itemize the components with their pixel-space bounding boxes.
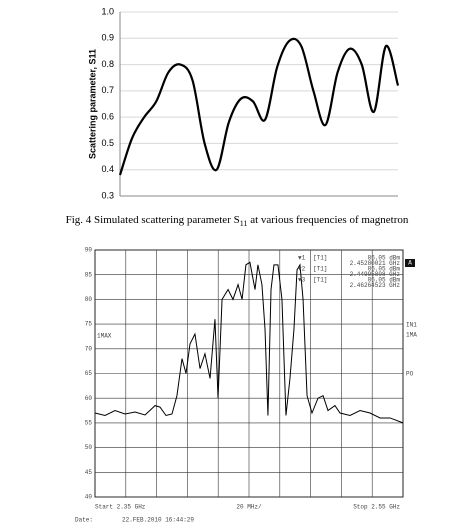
span-label: 20 MHz/ [236, 504, 262, 511]
date-label: Date: [75, 517, 93, 524]
y-tick-label: 80 [85, 296, 93, 303]
caption-sub: 11 [240, 219, 248, 228]
side-label: IN1 [406, 322, 417, 329]
side-label: A [408, 260, 412, 267]
stop-label: Stop 2.55 GHz [353, 504, 400, 511]
data-line [118, 37, 400, 176]
y-tick-label: 60 [85, 395, 93, 402]
marker-level: 86.05 dBm [368, 255, 401, 262]
y-tick-label: 0.6 [101, 112, 114, 122]
marker-trace: [T1] [313, 266, 327, 273]
marker-id: ▼3 [298, 277, 306, 284]
y-tick-label: 0.5 [101, 138, 114, 148]
marker-id: ▼1 [298, 255, 306, 262]
y-tick-label: 0.3 [101, 190, 114, 200]
side-label: 1MAX [97, 333, 112, 340]
y-tick-label: 0.4 [101, 164, 114, 174]
chart-bottom: A IN1 1MA PO 1MAX Start 2.35 GHz 20 MHz/… [75, 247, 417, 524]
y-tick-label: 90 [85, 247, 93, 254]
marker-freq: 2.44995808 GHz [350, 271, 401, 278]
marker-id: ▼2 [298, 266, 306, 273]
y-tick-label: 75 [85, 321, 93, 328]
marker-freq: 2.45280021 GHz [350, 260, 401, 267]
chart-top: Scattering parameter, S11 0.3 0.4 0.5 0.6 0.… [87, 6, 400, 200]
marker-level: 86.05 dBm [368, 277, 401, 284]
caption: Fig. 4 Simulated scattering parameter S1… [66, 214, 409, 228]
caption-prefix: Fig. 4 Simulated scattering parameter S [66, 214, 240, 226]
y-tick-label: 0.8 [101, 59, 114, 69]
y-tick-label: 70 [85, 345, 93, 352]
start-label: Start 2.35 GHz [95, 504, 146, 511]
y-tick-label: 55 [85, 419, 93, 426]
y-axis-title: Scattering parameter, S11 [87, 49, 97, 159]
y-tick-label: 85 [85, 271, 93, 278]
side-label: PO [406, 371, 414, 378]
marker-trace: [T1] [313, 255, 327, 262]
y-tick-label: 40 [85, 494, 93, 501]
marker-freq: 2.46264523 GHz [350, 282, 401, 289]
caption-suffix: at various frequencies of magnetron [247, 214, 408, 226]
y-tick-label: 0.9 [101, 33, 114, 43]
trace [94, 261, 404, 424]
date: 22.FEB.2010 16:44:29 [122, 517, 194, 524]
a-box [405, 259, 415, 267]
side-label: 1MA [406, 332, 417, 339]
marker-level: 86.05 dBm [368, 266, 401, 273]
y-tick-label: 0.7 [101, 85, 114, 95]
y-tick-label: 45 [85, 469, 93, 476]
y-tick-label: 1.0 [101, 6, 114, 16]
y-tick-label: 50 [85, 444, 93, 451]
y-tick-label: 65 [85, 370, 93, 377]
marker-trace: [T1] [313, 277, 327, 284]
